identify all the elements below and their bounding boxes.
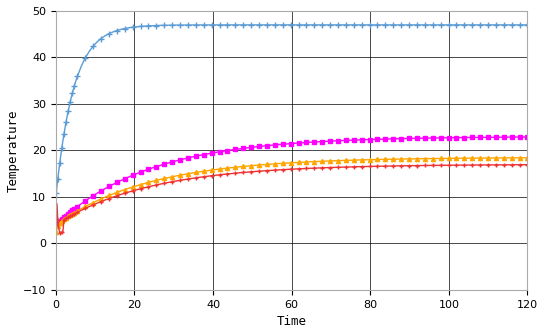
Y-axis label: Temperature: Temperature [7, 109, 20, 192]
X-axis label: Time: Time [277, 315, 307, 328]
